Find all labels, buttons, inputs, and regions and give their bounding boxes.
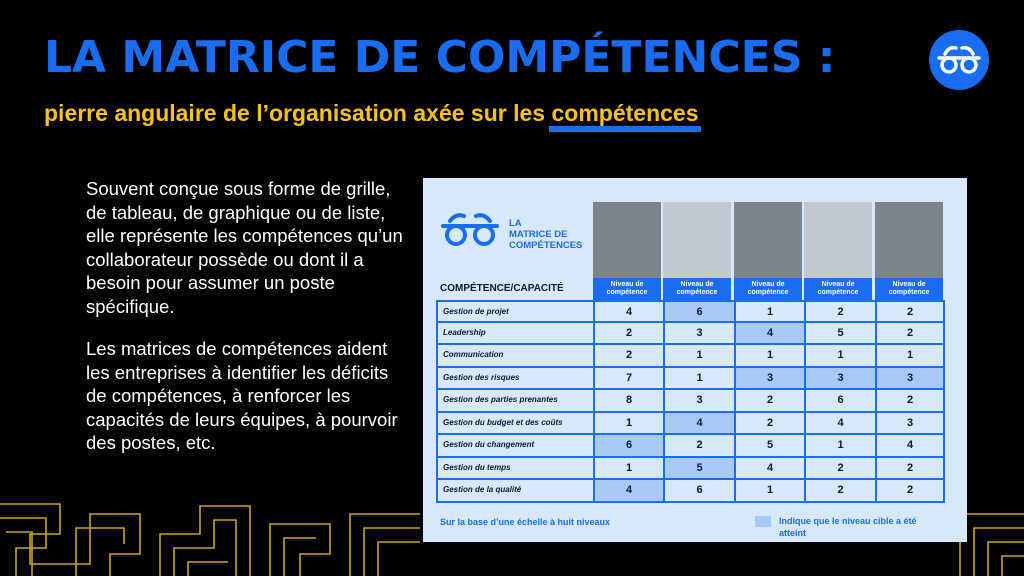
benefits-paragraph: Les matrices de compétences aident les e… (86, 338, 398, 454)
level-cell: 4 (663, 412, 734, 435)
level-cell: 4 (875, 435, 945, 458)
table-row: Gestion du budget et des coûts 1 4 2 4 3 (436, 412, 945, 435)
level-cell: 5 (804, 322, 875, 345)
level-cell: 2 (734, 412, 804, 435)
level-cell: 3 (804, 367, 875, 390)
level-cell: 2 (875, 457, 945, 480)
page-subtitle: pierre angulaire de l’organisation axée … (44, 100, 701, 132)
skill-label: Gestion du temps (436, 457, 593, 480)
level-cell: 1 (734, 480, 804, 503)
level-cell: 1 (875, 345, 945, 368)
table-row: Gestion de la qualité 4 6 1 2 2 (436, 480, 945, 503)
level-cell: 1 (804, 435, 875, 458)
table-row: Communication 2 1 1 1 1 (436, 345, 945, 368)
level-cell: 4 (734, 457, 804, 480)
column-label: Niveau de compétence (875, 278, 943, 300)
skill-label: Leadership (436, 322, 593, 345)
page-title: LA MATRICE DE COMPÉTENCES : (44, 32, 836, 83)
skill-label: Gestion des parties prenantes (436, 390, 593, 413)
skill-label: Gestion de projet (436, 300, 593, 323)
level-cell: 3 (875, 412, 945, 435)
level-cell: 3 (875, 367, 945, 390)
level-cell: 3 (663, 390, 734, 413)
column-label: Niveau de compétence (804, 278, 872, 300)
level-cell: 5 (734, 435, 804, 458)
table-row: Gestion des risques 7 1 3 3 3 (436, 367, 945, 390)
level-cell: 6 (804, 390, 875, 413)
level-cell: 4 (804, 412, 875, 435)
column-label: Niveau de compétence (734, 278, 802, 300)
skill-label: Communication (436, 345, 593, 368)
legend-swatch (755, 516, 771, 527)
level-cell: 6 (593, 435, 663, 458)
level-cell: 3 (734, 367, 804, 390)
column-header-block (804, 202, 872, 278)
subtitle-highlight: compétences (549, 100, 701, 132)
level-cell: 8 (593, 390, 663, 413)
level-cell: 2 (593, 322, 663, 345)
logo-badge (929, 30, 989, 90)
skills-matrix-card: LA MATRICE DE COMPÉTENCES COMPÉTENCE/CAP… (423, 178, 967, 542)
column-label: Niveau de compétence (593, 278, 661, 300)
skill-label: Gestion de la qualité (436, 480, 593, 503)
level-cell: 2 (804, 457, 875, 480)
level-cell: 1 (593, 412, 663, 435)
level-cell: 2 (804, 480, 875, 503)
level-cell: 4 (593, 480, 663, 503)
table-row: Gestion du temps 1 5 4 2 2 (436, 457, 945, 480)
column-header-block (734, 202, 802, 278)
subtitle-text: pierre angulaire de l’organisation axée … (44, 100, 552, 126)
glasses-icon (937, 45, 981, 74)
row-header-label: COMPÉTENCE/CAPACITÉ (440, 283, 564, 294)
level-cell: 2 (875, 300, 945, 323)
column-header-block (593, 202, 661, 278)
level-cell: 2 (734, 390, 804, 413)
matrix-table: Gestion de projet 4 6 1 2 2 Leadership 2 3 4 5 2 Com… (436, 300, 945, 503)
level-cell: 2 (875, 390, 945, 413)
column-header-block (875, 202, 943, 278)
skill-label: Gestion du budget et des coûts (436, 412, 593, 435)
level-cell: 1 (734, 300, 804, 323)
level-cell: 7 (593, 367, 663, 390)
level-cell: 4 (593, 300, 663, 323)
glasses-icon (441, 213, 499, 246)
level-cell: 6 (663, 300, 734, 323)
column-label: Niveau de compétence (663, 278, 731, 300)
level-cell: 2 (875, 322, 945, 345)
table-row: Gestion des parties prenantes 8 3 2 6 2 (436, 390, 945, 413)
matrix-title: LA MATRICE DE COMPÉTENCES (509, 218, 583, 251)
level-cell: 1 (734, 345, 804, 368)
table-row: Gestion de projet 4 6 1 2 2 (436, 300, 945, 323)
table-row: Gestion du changement 6 2 5 1 4 (436, 435, 945, 458)
level-cell: 6 (663, 480, 734, 503)
level-cell: 2 (875, 480, 945, 503)
level-cell: 5 (663, 457, 734, 480)
level-cell: 1 (663, 367, 734, 390)
level-cell: 1 (663, 345, 734, 368)
level-cell: 3 (663, 322, 734, 345)
column-header-block (663, 202, 731, 278)
level-cell: 4 (734, 322, 804, 345)
skill-label: Gestion du changement (436, 435, 593, 458)
scale-note: Sur la base d’une échelle à huit niveaux (440, 517, 611, 527)
table-row: Leadership 2 3 4 5 2 (436, 322, 945, 345)
level-cell: 2 (804, 300, 875, 323)
intro-paragraph: Souvent conçue sous forme de grille, de … (86, 178, 403, 317)
level-cell: 1 (593, 457, 663, 480)
level-cell: 2 (593, 345, 663, 368)
skill-label: Gestion des risques (436, 367, 593, 390)
level-cell: 1 (804, 345, 875, 368)
legend-text: Indique que le niveau cible a été attein… (779, 516, 917, 538)
level-cell: 2 (663, 435, 734, 458)
